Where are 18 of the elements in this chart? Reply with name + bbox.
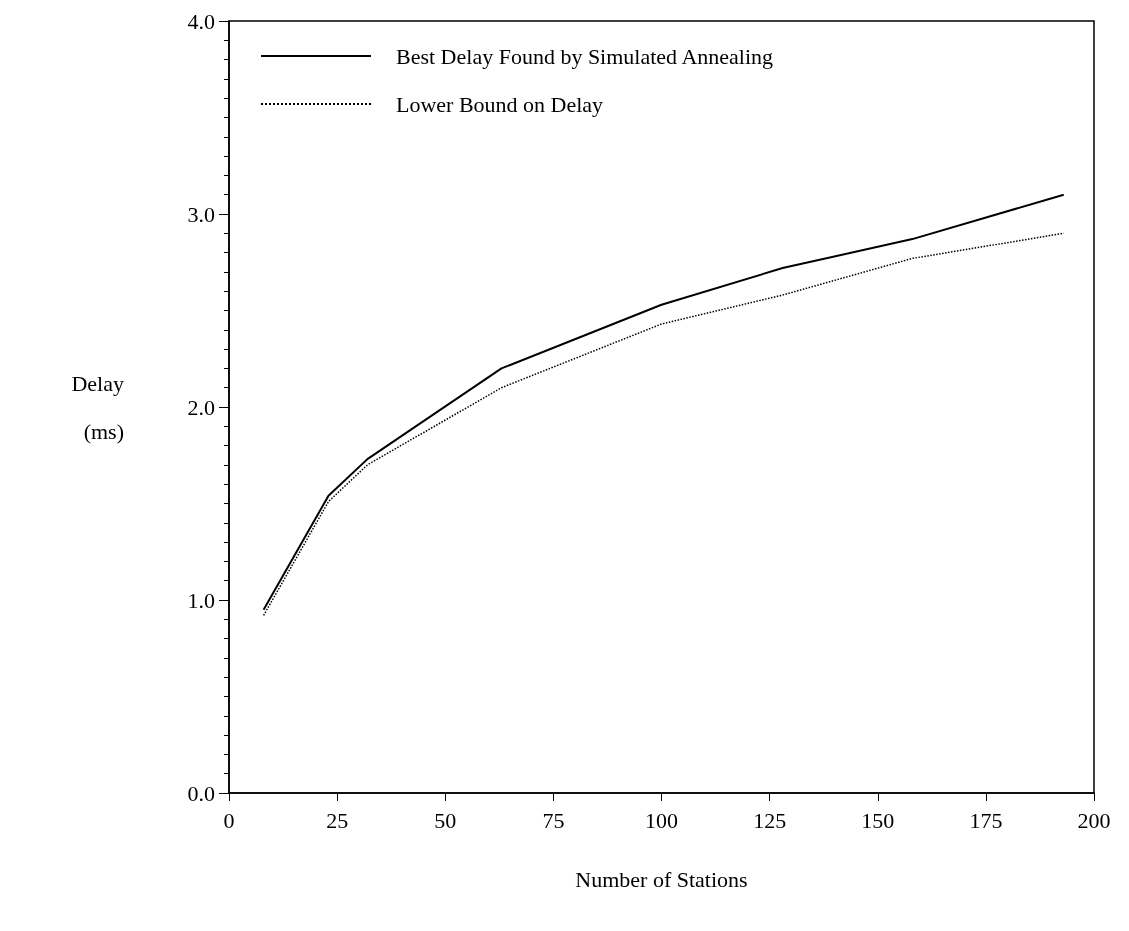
y-tick-label: 4.0 [187,8,215,34]
x-tick-label: 175 [969,807,1003,833]
x-tick-label: 0 [223,807,235,833]
x-tick-label: 50 [434,807,457,833]
x-tick-label: 200 [1077,807,1111,833]
x-tick-label: 125 [753,807,787,833]
x-tick-label: 75 [542,807,565,833]
y-tick-label: 0.0 [187,780,215,806]
y-tick-label: 2.0 [187,394,215,420]
y-tick-label: 1.0 [187,587,215,613]
y-axis-title: Delay (ms) [71,370,124,444]
x-tick-label: 25 [326,807,349,833]
y-tick-label: 3.0 [187,201,215,227]
x-tick-label: 100 [645,807,678,833]
legend-label: Lower Bound on Delay [396,91,604,117]
x-tick-label: 150 [861,807,895,833]
x-axis-title: Number of Stations [575,866,748,892]
legend-label: Best Delay Found by Simulated Annealing [396,43,774,69]
